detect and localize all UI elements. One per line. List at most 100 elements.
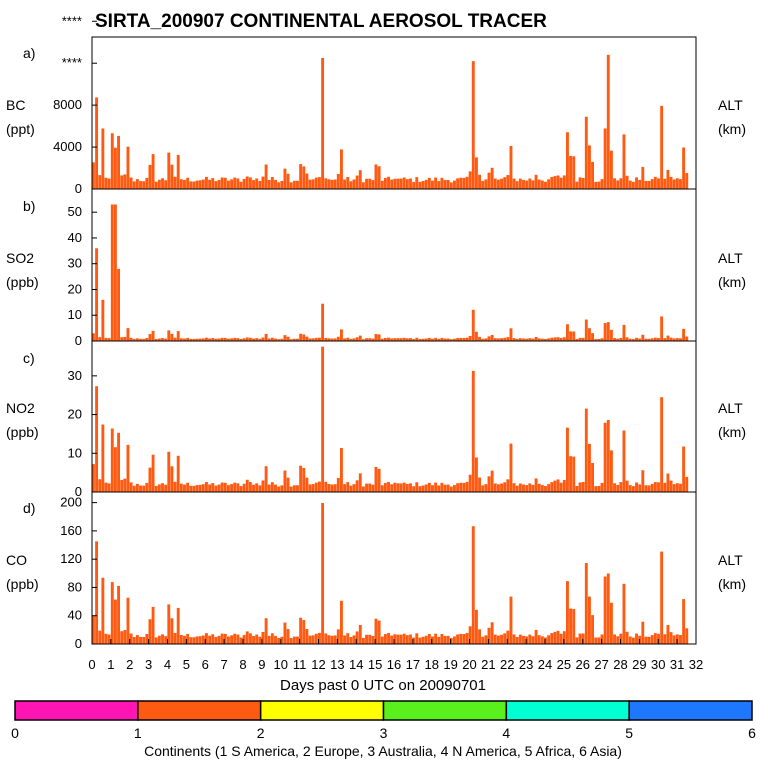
bar <box>500 338 503 341</box>
bar <box>255 483 259 492</box>
bar <box>148 467 152 492</box>
bar <box>223 482 227 492</box>
bar <box>104 633 108 644</box>
bar <box>176 331 180 341</box>
bar <box>603 576 607 644</box>
bar <box>299 617 303 644</box>
bar <box>192 637 196 644</box>
y-tick-label: **** <box>62 55 82 70</box>
bar <box>223 633 227 644</box>
bar <box>129 177 133 189</box>
bar <box>440 177 444 189</box>
bar <box>547 338 551 341</box>
bar <box>117 268 120 341</box>
bar <box>625 631 629 644</box>
bar <box>556 175 560 189</box>
bar <box>318 481 321 492</box>
bar <box>459 482 463 492</box>
x-tick-label: 13 <box>330 657 344 672</box>
bar <box>474 331 478 341</box>
bar <box>431 485 434 492</box>
x-axis: 0 1 2 3 4 5 6 7 8 9 10 11 12 13 14 15 16 17 18 19 20 21 22 23 24… <box>88 639 703 672</box>
x-tick-label: 2 <box>126 657 133 672</box>
bar <box>157 338 161 341</box>
bar <box>443 635 447 644</box>
bar <box>117 432 120 492</box>
bar <box>562 631 566 644</box>
bar <box>465 481 469 492</box>
bar <box>396 338 400 341</box>
colorbar-segment <box>382 700 508 721</box>
x-tick-label: 28 <box>613 657 627 672</box>
bar <box>355 631 359 644</box>
bar <box>528 634 532 644</box>
bar <box>584 408 588 492</box>
bar <box>528 338 532 341</box>
bar <box>518 483 522 492</box>
bar <box>154 339 158 341</box>
bar <box>236 338 240 341</box>
bar <box>365 178 368 189</box>
panel-right-unit: (km) <box>718 121 746 137</box>
bar <box>186 633 190 644</box>
bar <box>248 177 252 189</box>
panel-right-label: ALT <box>718 97 743 113</box>
bar <box>666 624 670 644</box>
y-tick-label: 0 <box>75 181 82 196</box>
bar <box>490 470 494 492</box>
x-tick-label: 24 <box>538 657 552 672</box>
bar <box>183 179 186 189</box>
bar <box>255 178 259 189</box>
bar <box>390 338 394 341</box>
bar <box>506 175 510 189</box>
bar <box>537 179 541 189</box>
bar <box>500 178 503 189</box>
bar <box>98 337 102 341</box>
bar <box>201 179 205 189</box>
bar <box>540 180 544 189</box>
bar <box>622 324 626 341</box>
bar <box>321 303 325 341</box>
bar <box>462 177 466 189</box>
bar <box>431 180 434 189</box>
bar <box>597 181 601 189</box>
bar <box>393 634 397 644</box>
bar <box>421 485 425 492</box>
bar <box>427 633 431 644</box>
bar <box>512 338 516 341</box>
panel-no2: 0 10 20 30 c) NO2 (ppb) ALT (km) <box>6 340 746 499</box>
bar <box>198 484 202 492</box>
bar <box>638 179 642 189</box>
x-tick-label: 27 <box>594 657 608 672</box>
bar <box>597 637 601 644</box>
bar <box>361 339 365 341</box>
bar <box>669 480 673 492</box>
bar <box>208 338 212 341</box>
bar <box>440 482 444 492</box>
bar <box>409 338 412 341</box>
bar <box>352 484 356 492</box>
bar <box>518 634 522 644</box>
bar <box>167 330 171 341</box>
bar <box>302 468 306 492</box>
bar <box>603 128 607 189</box>
bar <box>123 478 127 492</box>
bar <box>220 337 224 341</box>
bar <box>402 177 406 189</box>
bar <box>201 635 205 644</box>
bar <box>226 485 230 492</box>
bar <box>302 334 306 341</box>
bar <box>365 634 368 644</box>
y-tick-label: 0 <box>75 484 82 499</box>
bar <box>537 338 541 341</box>
bar <box>412 486 416 492</box>
bar <box>553 480 557 492</box>
bar <box>139 338 142 341</box>
bar <box>302 166 306 189</box>
bar <box>405 635 409 644</box>
bar <box>110 204 114 341</box>
bar <box>578 177 582 189</box>
bar <box>515 485 519 492</box>
bar <box>537 483 541 492</box>
bar <box>515 181 519 189</box>
